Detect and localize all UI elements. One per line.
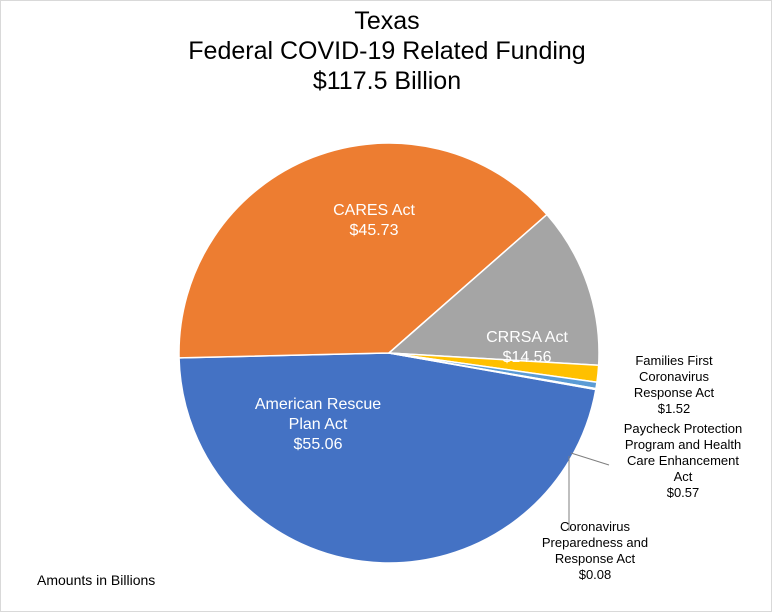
slice-label-american-rescue-plan-act-line-2: Plan Act — [289, 416, 348, 433]
title-line-2: Federal COVID-19 Related Funding — [188, 37, 585, 65]
slice-label-coronavirus-preparedness-and-response-act-line-1: Coronavirus — [560, 519, 631, 534]
title-line-3: $117.5 Billion — [313, 67, 461, 95]
title-line-1: Texas — [354, 7, 419, 35]
slice-label-cares-act-line-2: $45.73 — [350, 222, 399, 239]
slice-label-families-first-coronavirus-response-act-line-3: Response Act — [634, 385, 715, 400]
slice-label-crrsa-act-line-2: $14.56 — [503, 349, 552, 366]
leader-line-paycheck-protection-program-and-health-care-enhancement-act — [570, 452, 610, 466]
slice-label-paycheck-protection-program-and-health-care-enhancement-act-line-5: $0.57 — [667, 485, 700, 500]
slice-label-coronavirus-preparedness-and-response-act-line-4: $0.08 — [579, 567, 612, 582]
pie-slices — [178, 142, 600, 564]
slice-label-coronavirus-preparedness-and-response-act-line-2: Preparedness and — [542, 535, 648, 550]
slice-label-crrsa-act-line-1: CRRSA Act — [486, 329, 568, 346]
amounts-note: Amounts in Billions — [37, 572, 155, 588]
slice-label-families-first-coronavirus-response-act-line-2: Coronavirus — [639, 369, 710, 384]
slice-label-families-first-coronavirus-response-act-line-4: $1.52 — [658, 401, 691, 416]
pie-slice-crrsa-act — [388, 213, 600, 367]
slice-labels: American Rescue Plan Act $55.06 CARES Act $4… — [255, 202, 742, 582]
slice-label-american-rescue-plan-act-line-3: $55.06 — [294, 436, 343, 453]
slice-label-cares-act-line-1: CARES Act — [333, 202, 415, 219]
slice-label-families-first-coronavirus-response-act-line-1: Families First — [635, 353, 713, 368]
slice-label-paycheck-protection-program-and-health-care-enhancement-act-line-1: Paycheck Protection — [624, 421, 743, 436]
slice-label-paycheck-protection-program-and-health-care-enhancement-act-line-3: Care Enhancement — [627, 453, 739, 468]
pie-slice-cares-act — [178, 142, 548, 359]
slice-label-paycheck-protection-program-and-health-care-enhancement-act-line-2: Program and Health — [625, 437, 741, 452]
slice-label-paycheck-protection-program-and-health-care-enhancement-act-line-4: Act — [674, 469, 693, 484]
slice-label-american-rescue-plan-act-line-1: American Rescue — [255, 396, 381, 413]
chart-title: Texas Federal COVID-19 Related Funding $… — [188, 7, 585, 95]
pie-slice-american-rescue-plan-act — [178, 352, 597, 564]
pie-slice-coronavirus-preparedness-and-response-act — [388, 352, 597, 391]
leader-lines — [568, 452, 610, 531]
slice-label-coronavirus-preparedness-and-response-act-line-3: Response Act — [555, 551, 636, 566]
